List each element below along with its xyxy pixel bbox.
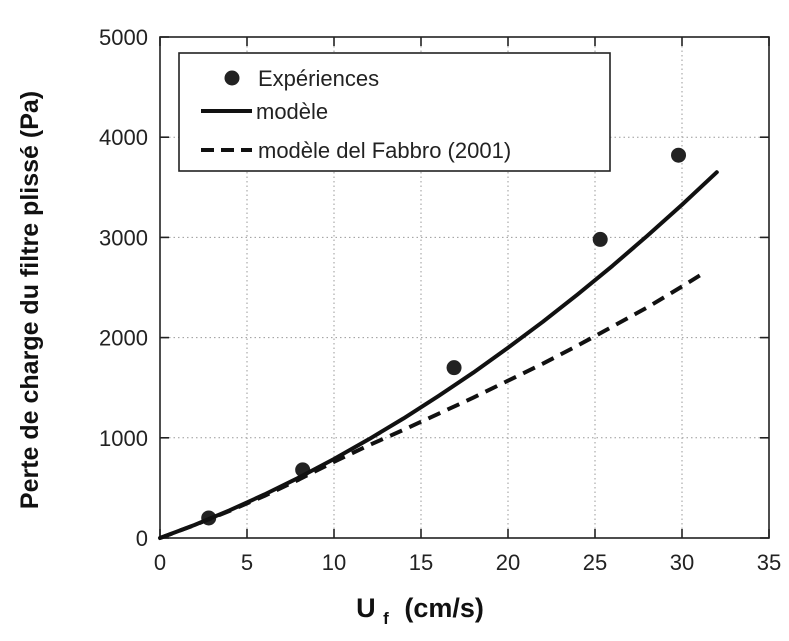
series-line-del-fabbro — [159, 271, 704, 540]
x-tick-label: 25 — [583, 550, 607, 575]
x-tick-label: 0 — [154, 550, 166, 575]
legend-label-experiences: Expériences — [258, 66, 379, 91]
y-tick-label: 0 — [136, 526, 148, 551]
series-line-modele — [158, 170, 719, 540]
x-tick-label: 5 — [241, 550, 253, 575]
data-point — [671, 147, 687, 163]
x-axis-label-subscript: f — [383, 609, 389, 628]
x-tick-label: 20 — [496, 550, 520, 575]
y-tick-label: 5000 — [99, 25, 148, 50]
axis-ticks: 0 5 10 15 20 25 30 35 0 1000 2000 3000 4000 5000 — [99, 25, 781, 575]
y-tick-label: 4000 — [99, 125, 148, 150]
y-tick-label: 3000 — [99, 225, 148, 250]
x-axis-unit: (cm/s) — [404, 593, 484, 623]
y-tick-label: 1000 — [99, 426, 148, 451]
x-tick-label: 35 — [757, 550, 781, 575]
x-tick-label: 10 — [322, 550, 346, 575]
legend-label-del-fabbro: modèle del Fabbro (2001) — [258, 138, 511, 163]
legend-marker-experiences — [224, 70, 240, 86]
x-tick-label: 30 — [670, 550, 694, 575]
x-tick-label: 15 — [409, 550, 433, 575]
x-axis-title: U f (cm/s) — [356, 593, 484, 630]
legend: Expériences modèle modèle del Fabbro (20… — [178, 52, 611, 172]
data-point — [446, 360, 462, 376]
y-tick-label: 2000 — [99, 326, 148, 351]
legend-label-modele: modèle — [256, 99, 328, 124]
data-point — [592, 231, 608, 247]
y-axis-title: Perte de charge du filtre plissé (Pa) — [16, 91, 44, 509]
svg-text:U f (cm/s): U f (cm/s) — [356, 593, 484, 630]
series-layer — [158, 147, 719, 540]
y-axis-label: Perte de charge du filtre plissé (Pa) — [16, 91, 44, 509]
x-axis-label: U — [356, 593, 376, 623]
